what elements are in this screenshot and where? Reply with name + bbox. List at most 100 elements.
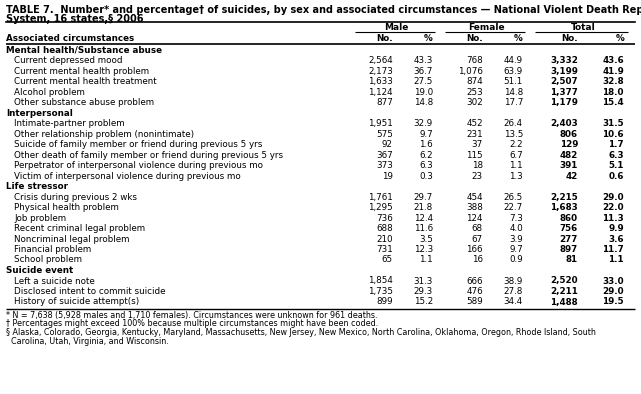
Text: 19: 19 (382, 171, 393, 180)
Text: 15.4: 15.4 (603, 98, 624, 107)
Text: Total: Total (570, 23, 595, 32)
Text: 22.0: 22.0 (603, 203, 624, 212)
Text: 575: 575 (376, 130, 393, 139)
Text: 14.8: 14.8 (504, 87, 523, 97)
Text: Left a suicide note: Left a suicide note (14, 277, 95, 286)
Text: 1,761: 1,761 (368, 193, 393, 201)
Text: 1,295: 1,295 (368, 203, 393, 212)
Text: 756: 756 (560, 224, 578, 233)
Text: Physical health problem: Physical health problem (14, 203, 119, 212)
Text: 32.9: 32.9 (413, 119, 433, 128)
Text: 92: 92 (382, 140, 393, 149)
Text: Other substance abuse problem: Other substance abuse problem (14, 98, 154, 107)
Text: Crisis during previous 2 wks: Crisis during previous 2 wks (14, 193, 137, 201)
Text: 18: 18 (472, 161, 483, 170)
Text: 1.1: 1.1 (419, 255, 433, 264)
Text: 9.7: 9.7 (419, 130, 433, 139)
Text: 1.3: 1.3 (509, 171, 523, 180)
Text: 2.2: 2.2 (510, 140, 523, 149)
Text: 43.3: 43.3 (413, 56, 433, 65)
Text: 31.3: 31.3 (413, 277, 433, 286)
Text: 18.0: 18.0 (603, 87, 624, 97)
Text: 81: 81 (566, 255, 578, 264)
Text: 688: 688 (376, 224, 393, 233)
Text: 1.1: 1.1 (510, 161, 523, 170)
Text: Other death of family member or friend during previous 5 yrs: Other death of family member or friend d… (14, 151, 283, 160)
Text: Noncriminal legal problem: Noncriminal legal problem (14, 234, 129, 243)
Text: 6.2: 6.2 (419, 151, 433, 160)
Text: 29.7: 29.7 (413, 193, 433, 201)
Text: Current mental health treatment: Current mental health treatment (14, 77, 156, 86)
Text: 302: 302 (466, 98, 483, 107)
Text: 2,507: 2,507 (551, 77, 578, 86)
Text: 897: 897 (560, 245, 578, 254)
Text: § Alaska, Colorado, Georgia, Kentucky, Maryland, Massachusetts, New Jersey, New : § Alaska, Colorado, Georgia, Kentucky, M… (6, 328, 596, 337)
Text: 736: 736 (376, 214, 393, 223)
Text: 373: 373 (376, 161, 393, 170)
Text: 11.7: 11.7 (603, 245, 624, 254)
Text: * N = 7,638 (5,928 males and 1,710 females). Circumstances were unknown for 961 : * N = 7,638 (5,928 males and 1,710 femal… (6, 311, 378, 320)
Text: 231: 231 (467, 130, 483, 139)
Text: 1.7: 1.7 (608, 140, 624, 149)
Text: 1,377: 1,377 (550, 87, 578, 97)
Text: 1.1: 1.1 (608, 255, 624, 264)
Text: No.: No. (376, 34, 393, 43)
Text: 26.5: 26.5 (504, 193, 523, 201)
Text: 210: 210 (376, 234, 393, 243)
Text: 2,211: 2,211 (550, 287, 578, 296)
Text: Perpetrator of interpersonal violence during previous mo: Perpetrator of interpersonal violence du… (14, 161, 263, 170)
Text: Other relationship problem (nonintimate): Other relationship problem (nonintimate) (14, 130, 194, 139)
Text: Life stressor: Life stressor (6, 182, 68, 191)
Text: 5.1: 5.1 (608, 161, 624, 170)
Text: 6.3: 6.3 (419, 161, 433, 170)
Text: %: % (514, 34, 523, 43)
Text: School problem: School problem (14, 255, 82, 264)
Text: 367: 367 (376, 151, 393, 160)
Text: 1,683: 1,683 (550, 203, 578, 212)
Text: 1,488: 1,488 (551, 297, 578, 307)
Text: 2,564: 2,564 (368, 56, 393, 65)
Text: 3,199: 3,199 (550, 67, 578, 76)
Text: 38.9: 38.9 (504, 277, 523, 286)
Text: 31.5: 31.5 (603, 119, 624, 128)
Text: TABLE 7.  Number* and percentage† of suicides, by sex and associated circumstanc: TABLE 7. Number* and percentage† of suic… (6, 5, 641, 15)
Text: No.: No. (467, 34, 483, 43)
Text: 129: 129 (560, 140, 578, 149)
Text: 115: 115 (467, 151, 483, 160)
Text: 860: 860 (560, 214, 578, 223)
Text: 19.0: 19.0 (413, 87, 433, 97)
Text: 12.3: 12.3 (413, 245, 433, 254)
Text: 1,854: 1,854 (368, 277, 393, 286)
Text: 1,179: 1,179 (550, 98, 578, 107)
Text: %: % (615, 34, 624, 43)
Text: 589: 589 (466, 297, 483, 307)
Text: 3,332: 3,332 (550, 56, 578, 65)
Text: 42: 42 (566, 171, 578, 180)
Text: Carolina, Utah, Virginia, and Wisconsin.: Carolina, Utah, Virginia, and Wisconsin. (6, 336, 169, 346)
Text: 10.6: 10.6 (603, 130, 624, 139)
Text: Female: Female (468, 23, 505, 32)
Text: 14.8: 14.8 (413, 98, 433, 107)
Text: 4.0: 4.0 (509, 224, 523, 233)
Text: 21.8: 21.8 (413, 203, 433, 212)
Text: 43.6: 43.6 (603, 56, 624, 65)
Text: 388: 388 (466, 203, 483, 212)
Text: 9.9: 9.9 (608, 224, 624, 233)
Text: 29.0: 29.0 (603, 193, 624, 201)
Text: 0.3: 0.3 (419, 171, 433, 180)
Text: 23: 23 (472, 171, 483, 180)
Text: No.: No. (562, 34, 578, 43)
Text: 731: 731 (376, 245, 393, 254)
Text: Financial problem: Financial problem (14, 245, 91, 254)
Text: 37: 37 (472, 140, 483, 149)
Text: 17.7: 17.7 (504, 98, 523, 107)
Text: 6.3: 6.3 (608, 151, 624, 160)
Text: 51.1: 51.1 (504, 77, 523, 86)
Text: 476: 476 (467, 287, 483, 296)
Text: 391: 391 (560, 161, 578, 170)
Text: Interpersonal: Interpersonal (6, 108, 73, 117)
Text: 19.5: 19.5 (603, 297, 624, 307)
Text: 666: 666 (467, 277, 483, 286)
Text: 12.4: 12.4 (414, 214, 433, 223)
Text: 1,951: 1,951 (368, 119, 393, 128)
